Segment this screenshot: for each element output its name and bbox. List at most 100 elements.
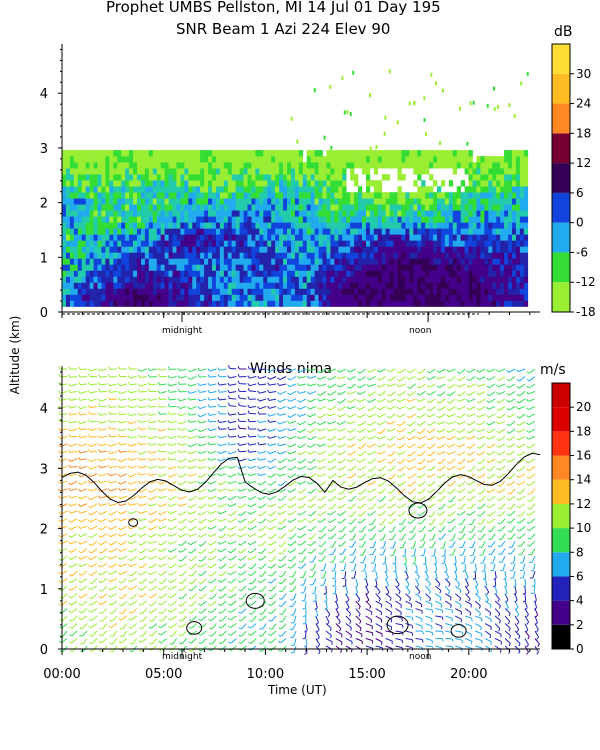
snr-cell (121, 180, 126, 187)
wind-barb (129, 435, 137, 439)
wind-barb (201, 555, 207, 562)
snr-cell (144, 240, 150, 247)
snr-cell (409, 216, 414, 223)
wind-barb-flag (109, 650, 113, 653)
snr-cell (361, 294, 367, 301)
snr-cell (125, 150, 130, 157)
snr-cell (85, 216, 90, 223)
snr-cell (247, 300, 252, 307)
snr-cell (279, 168, 284, 175)
wind-barb-flag (207, 412, 210, 416)
snr-cell (152, 258, 158, 265)
snr-cell (219, 282, 225, 289)
wind-barb-flag (108, 396, 111, 400)
wind-barb-flag (68, 520, 72, 523)
snr-cell (125, 300, 130, 307)
snr-cell (425, 246, 430, 253)
wind-barb (240, 615, 247, 622)
snr-cell (365, 252, 371, 259)
snr-cell (523, 252, 529, 259)
wind-barb (200, 503, 207, 509)
snr-cell (314, 276, 319, 283)
snr-cell (425, 258, 430, 265)
wind-barb-flag (289, 605, 293, 608)
snr-cell (468, 210, 473, 217)
wind-barb-flag (267, 603, 271, 607)
snr-cell (508, 103, 511, 108)
snr-cell (318, 216, 323, 223)
snr-cell (436, 270, 442, 277)
wind-barb-flag (168, 595, 172, 599)
snr-cell (460, 180, 465, 187)
snr-cell (314, 198, 319, 205)
wind-barb-flag (217, 541, 221, 545)
snr-cell (365, 174, 371, 181)
wind-barb (81, 570, 88, 576)
wind-barb (139, 473, 147, 476)
snr-cell (156, 258, 161, 265)
snr-cell (77, 258, 83, 265)
wind-barb (70, 525, 78, 531)
snr-cell (318, 192, 323, 199)
wind-barb (109, 503, 117, 507)
snr-cell (168, 270, 173, 277)
snr-cell (342, 150, 347, 157)
wind-barb (130, 443, 137, 447)
snr-cell (279, 174, 284, 181)
snr-cell (460, 204, 465, 211)
snr-cell (129, 240, 134, 247)
wind-barb-flag (147, 572, 151, 575)
snr-cell (215, 288, 221, 295)
snr-cell (168, 198, 173, 205)
wind-barb (249, 525, 257, 531)
snr-cell (275, 192, 280, 199)
wind-barb-flag (137, 511, 141, 514)
wind-barb (150, 645, 157, 651)
snr-cell (423, 96, 426, 101)
wind-barb (240, 555, 247, 561)
snr-cell (361, 168, 367, 175)
wind-barb (109, 375, 117, 378)
snr-cell (448, 204, 454, 211)
wind-barb (249, 503, 257, 508)
snr-cell (243, 150, 248, 157)
snr-cell (298, 252, 304, 259)
wind-barb-flag (119, 635, 123, 638)
snr-cell (215, 216, 221, 223)
wind-barb (140, 600, 148, 606)
wind-barb-flag (197, 374, 200, 378)
wind-barb-flag (197, 564, 201, 568)
snr-cell (156, 204, 161, 211)
snr-cell (508, 264, 513, 271)
snr-cell (129, 192, 134, 199)
wind-barb (299, 495, 307, 501)
snr-cell (314, 180, 319, 187)
wind-barb (279, 488, 287, 493)
snr-cell (243, 222, 248, 229)
wind-barb-flag (78, 564, 81, 567)
snr-cell (523, 246, 529, 253)
wind-barb (149, 473, 157, 476)
wind-barb-flag (248, 567, 252, 570)
snr-cell (334, 288, 339, 295)
wind-barb-flag (267, 376, 271, 380)
snr-cell (89, 246, 94, 253)
snr-cell (61, 276, 67, 283)
wind-barb (119, 390, 127, 395)
snr-cell (306, 258, 311, 265)
snr-cell (358, 192, 363, 199)
snr-cell (330, 210, 335, 217)
wind-barb-flag (117, 459, 121, 463)
wind-barb (279, 510, 287, 516)
snr-cell (283, 216, 288, 223)
snr-cell (496, 222, 501, 229)
wind-barb-flag (68, 443, 71, 447)
wind-barb-flag (69, 650, 73, 652)
wind-barb (250, 548, 257, 554)
wind-barb-flag (287, 451, 290, 455)
snr-cell (235, 276, 240, 283)
snr-cell (196, 204, 201, 211)
snr-cell (259, 228, 264, 235)
snr-cell (208, 294, 213, 301)
wind-barb-flag (228, 589, 232, 592)
